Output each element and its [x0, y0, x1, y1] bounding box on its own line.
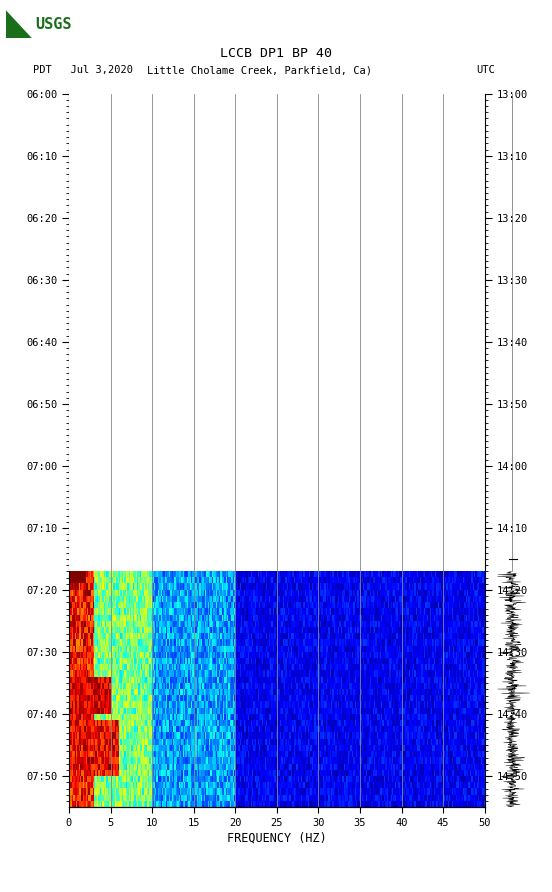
Text: PDT   Jul 3,2020: PDT Jul 3,2020	[33, 65, 133, 76]
Polygon shape	[6, 10, 32, 38]
Text: UTC: UTC	[476, 65, 495, 76]
X-axis label: FREQUENCY (HZ): FREQUENCY (HZ)	[227, 832, 327, 845]
Text: LCCB DP1 BP 40: LCCB DP1 BP 40	[220, 47, 332, 60]
Text: USGS: USGS	[35, 17, 72, 31]
Bar	[69, 94, 485, 572]
Text: Little Cholame Creek, Parkfield, Ca): Little Cholame Creek, Parkfield, Ca)	[147, 65, 372, 76]
Bar	[69, 94, 485, 572]
